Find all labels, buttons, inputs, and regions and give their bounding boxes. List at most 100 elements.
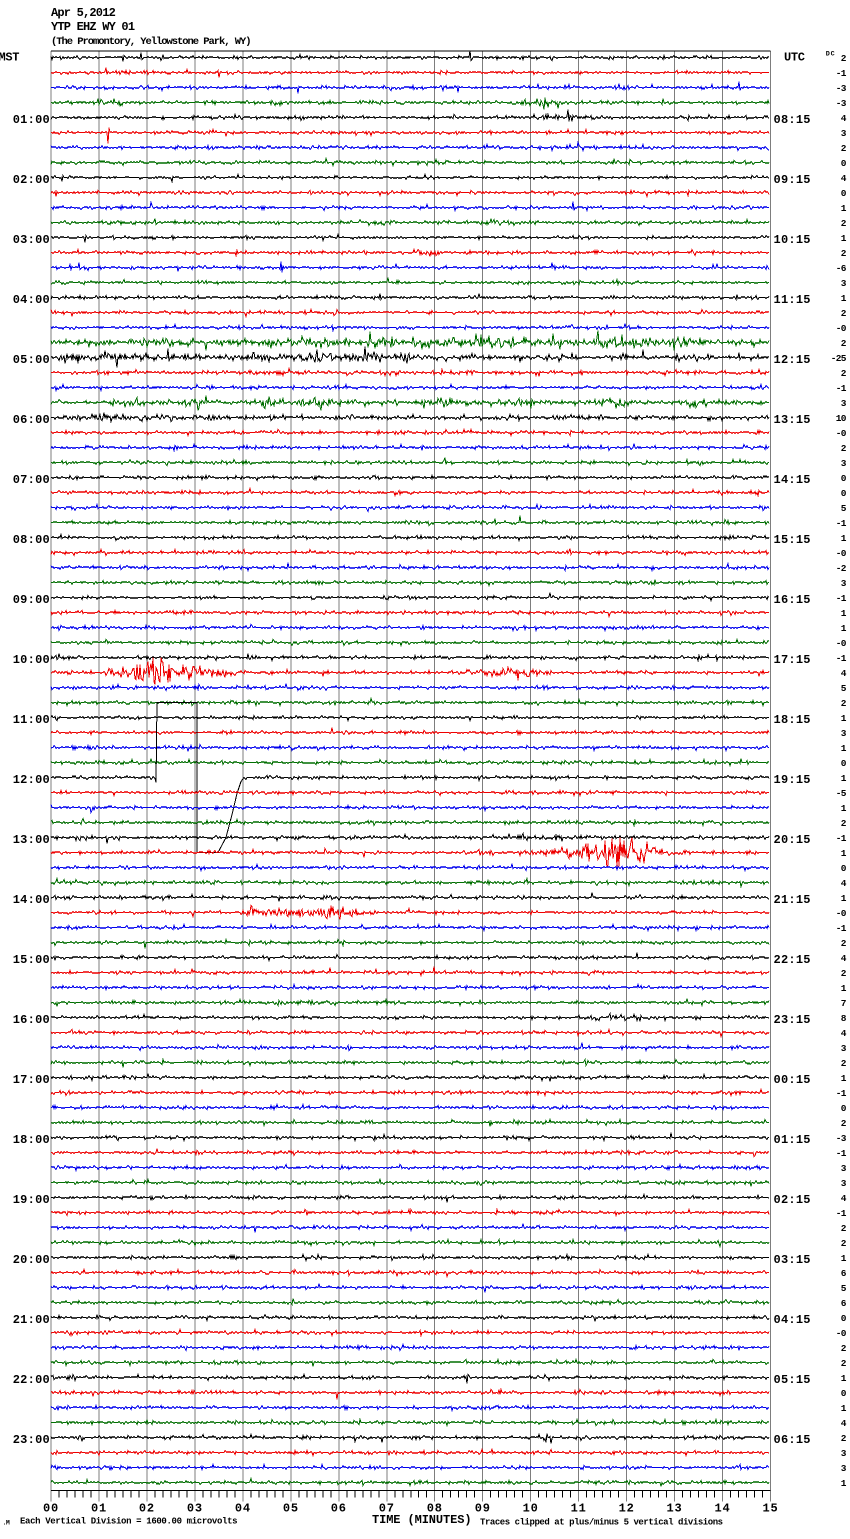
svg-text:15: 15 — [762, 1502, 778, 1516]
svg-text:-1: -1 — [836, 383, 847, 394]
svg-text:23:00: 23:00 — [13, 1433, 50, 1447]
svg-text:1: 1 — [841, 1373, 847, 1384]
svg-text:-3: -3 — [836, 98, 847, 109]
svg-text:-1: -1 — [836, 923, 847, 934]
svg-text:-0: -0 — [836, 638, 847, 649]
svg-text:06:00: 06:00 — [13, 413, 50, 427]
svg-text:DC: DC — [826, 50, 836, 58]
svg-text:09:00: 09:00 — [13, 593, 50, 607]
svg-text:Apr 5,2012: Apr 5,2012 — [51, 6, 116, 20]
svg-text:10:15: 10:15 — [774, 233, 811, 247]
svg-text:07: 07 — [379, 1502, 395, 1516]
svg-text:-1: -1 — [836, 593, 847, 604]
svg-text:14:00: 14:00 — [13, 893, 50, 907]
svg-text:14:15: 14:15 — [774, 473, 811, 487]
svg-text:15:15: 15:15 — [774, 533, 811, 547]
svg-text:-1: -1 — [836, 653, 847, 664]
svg-text:06: 06 — [331, 1502, 347, 1516]
svg-text:05:15: 05:15 — [774, 1373, 811, 1387]
svg-text:-25: -25 — [831, 353, 847, 364]
svg-text:16:15: 16:15 — [774, 593, 811, 607]
svg-text:5: 5 — [841, 683, 847, 694]
svg-text:1: 1 — [841, 608, 847, 619]
svg-text:1: 1 — [841, 743, 847, 754]
svg-text:01:15: 01:15 — [774, 1133, 811, 1147]
svg-text:2: 2 — [841, 1358, 847, 1369]
svg-text:13:00: 13:00 — [13, 833, 50, 847]
svg-text:2: 2 — [841, 143, 847, 154]
svg-text:0: 0 — [841, 473, 847, 484]
svg-text:-3: -3 — [836, 1133, 847, 1144]
svg-text:2: 2 — [841, 968, 847, 979]
svg-text:20:15: 20:15 — [774, 833, 811, 847]
svg-text:2: 2 — [841, 1223, 847, 1234]
svg-text:-6: -6 — [836, 263, 847, 274]
svg-text:2: 2 — [841, 308, 847, 319]
svg-text:3: 3 — [841, 1043, 847, 1054]
svg-text:-5: -5 — [836, 788, 847, 799]
svg-text:17:00: 17:00 — [13, 1073, 50, 1087]
svg-text:1: 1 — [841, 773, 847, 784]
svg-text:09: 09 — [475, 1502, 491, 1516]
svg-text:12:00: 12:00 — [13, 773, 50, 787]
svg-text:-1: -1 — [836, 833, 847, 844]
svg-text:2: 2 — [841, 53, 847, 64]
svg-text:-1: -1 — [836, 1088, 847, 1099]
svg-text:08:00: 08:00 — [13, 533, 50, 547]
svg-text:20:00: 20:00 — [13, 1253, 50, 1267]
svg-text:4: 4 — [841, 878, 847, 889]
svg-text:2: 2 — [841, 368, 847, 379]
svg-text:.M: .M — [3, 1520, 10, 1527]
svg-text:1: 1 — [841, 1403, 847, 1414]
svg-text:22:00: 22:00 — [13, 1373, 50, 1387]
svg-text:4: 4 — [841, 953, 847, 964]
svg-text:-2: -2 — [836, 563, 847, 574]
svg-text:1: 1 — [841, 533, 847, 544]
svg-text:-0: -0 — [836, 428, 847, 439]
svg-text:-0: -0 — [836, 908, 847, 919]
svg-text:03:15: 03:15 — [774, 1253, 811, 1267]
svg-text:18:15: 18:15 — [774, 713, 811, 727]
svg-text:11: 11 — [571, 1502, 587, 1516]
svg-text:8: 8 — [841, 1013, 847, 1024]
svg-text:11:00: 11:00 — [13, 713, 50, 727]
svg-text:2: 2 — [841, 338, 847, 349]
svg-text:03: 03 — [187, 1502, 203, 1516]
svg-text:2: 2 — [841, 1238, 847, 1249]
svg-text:17:15: 17:15 — [774, 653, 811, 667]
svg-text:2: 2 — [841, 698, 847, 709]
svg-text:0: 0 — [841, 1313, 847, 1324]
svg-text:13: 13 — [667, 1502, 683, 1516]
svg-text:3: 3 — [841, 278, 847, 289]
svg-text:2: 2 — [841, 218, 847, 229]
svg-text:1: 1 — [841, 623, 847, 634]
svg-text:1: 1 — [841, 203, 847, 214]
svg-text:00:15: 00:15 — [774, 1073, 811, 1087]
svg-text:-1: -1 — [836, 68, 847, 79]
svg-text:6: 6 — [841, 1298, 847, 1309]
svg-text:04: 04 — [235, 1502, 251, 1516]
svg-text:3: 3 — [841, 1463, 847, 1474]
svg-text:22:15: 22:15 — [774, 953, 811, 967]
svg-text:TIME (MINUTES): TIME (MINUTES) — [372, 1513, 471, 1527]
svg-text:4: 4 — [841, 668, 847, 679]
svg-text:2: 2 — [841, 818, 847, 829]
svg-text:6: 6 — [841, 1268, 847, 1279]
svg-text:0: 0 — [841, 758, 847, 769]
svg-text:-0: -0 — [836, 323, 847, 334]
svg-text:2: 2 — [841, 938, 847, 949]
svg-text:3: 3 — [841, 1178, 847, 1189]
svg-text:-0: -0 — [836, 548, 847, 559]
svg-text:4: 4 — [841, 1028, 847, 1039]
svg-text:2: 2 — [841, 248, 847, 259]
svg-text:-1: -1 — [836, 1148, 847, 1159]
svg-text:21:15: 21:15 — [774, 893, 811, 907]
svg-text:3: 3 — [841, 578, 847, 589]
svg-text:3: 3 — [841, 1448, 847, 1459]
svg-text:02:15: 02:15 — [774, 1193, 811, 1207]
svg-text:0: 0 — [841, 188, 847, 199]
svg-text:(The Promontory, Yellowstone P: (The Promontory, Yellowstone Park, WY) — [51, 36, 251, 48]
svg-text:2: 2 — [841, 1343, 847, 1354]
svg-text:2: 2 — [841, 1433, 847, 1444]
svg-text:4: 4 — [841, 173, 847, 184]
